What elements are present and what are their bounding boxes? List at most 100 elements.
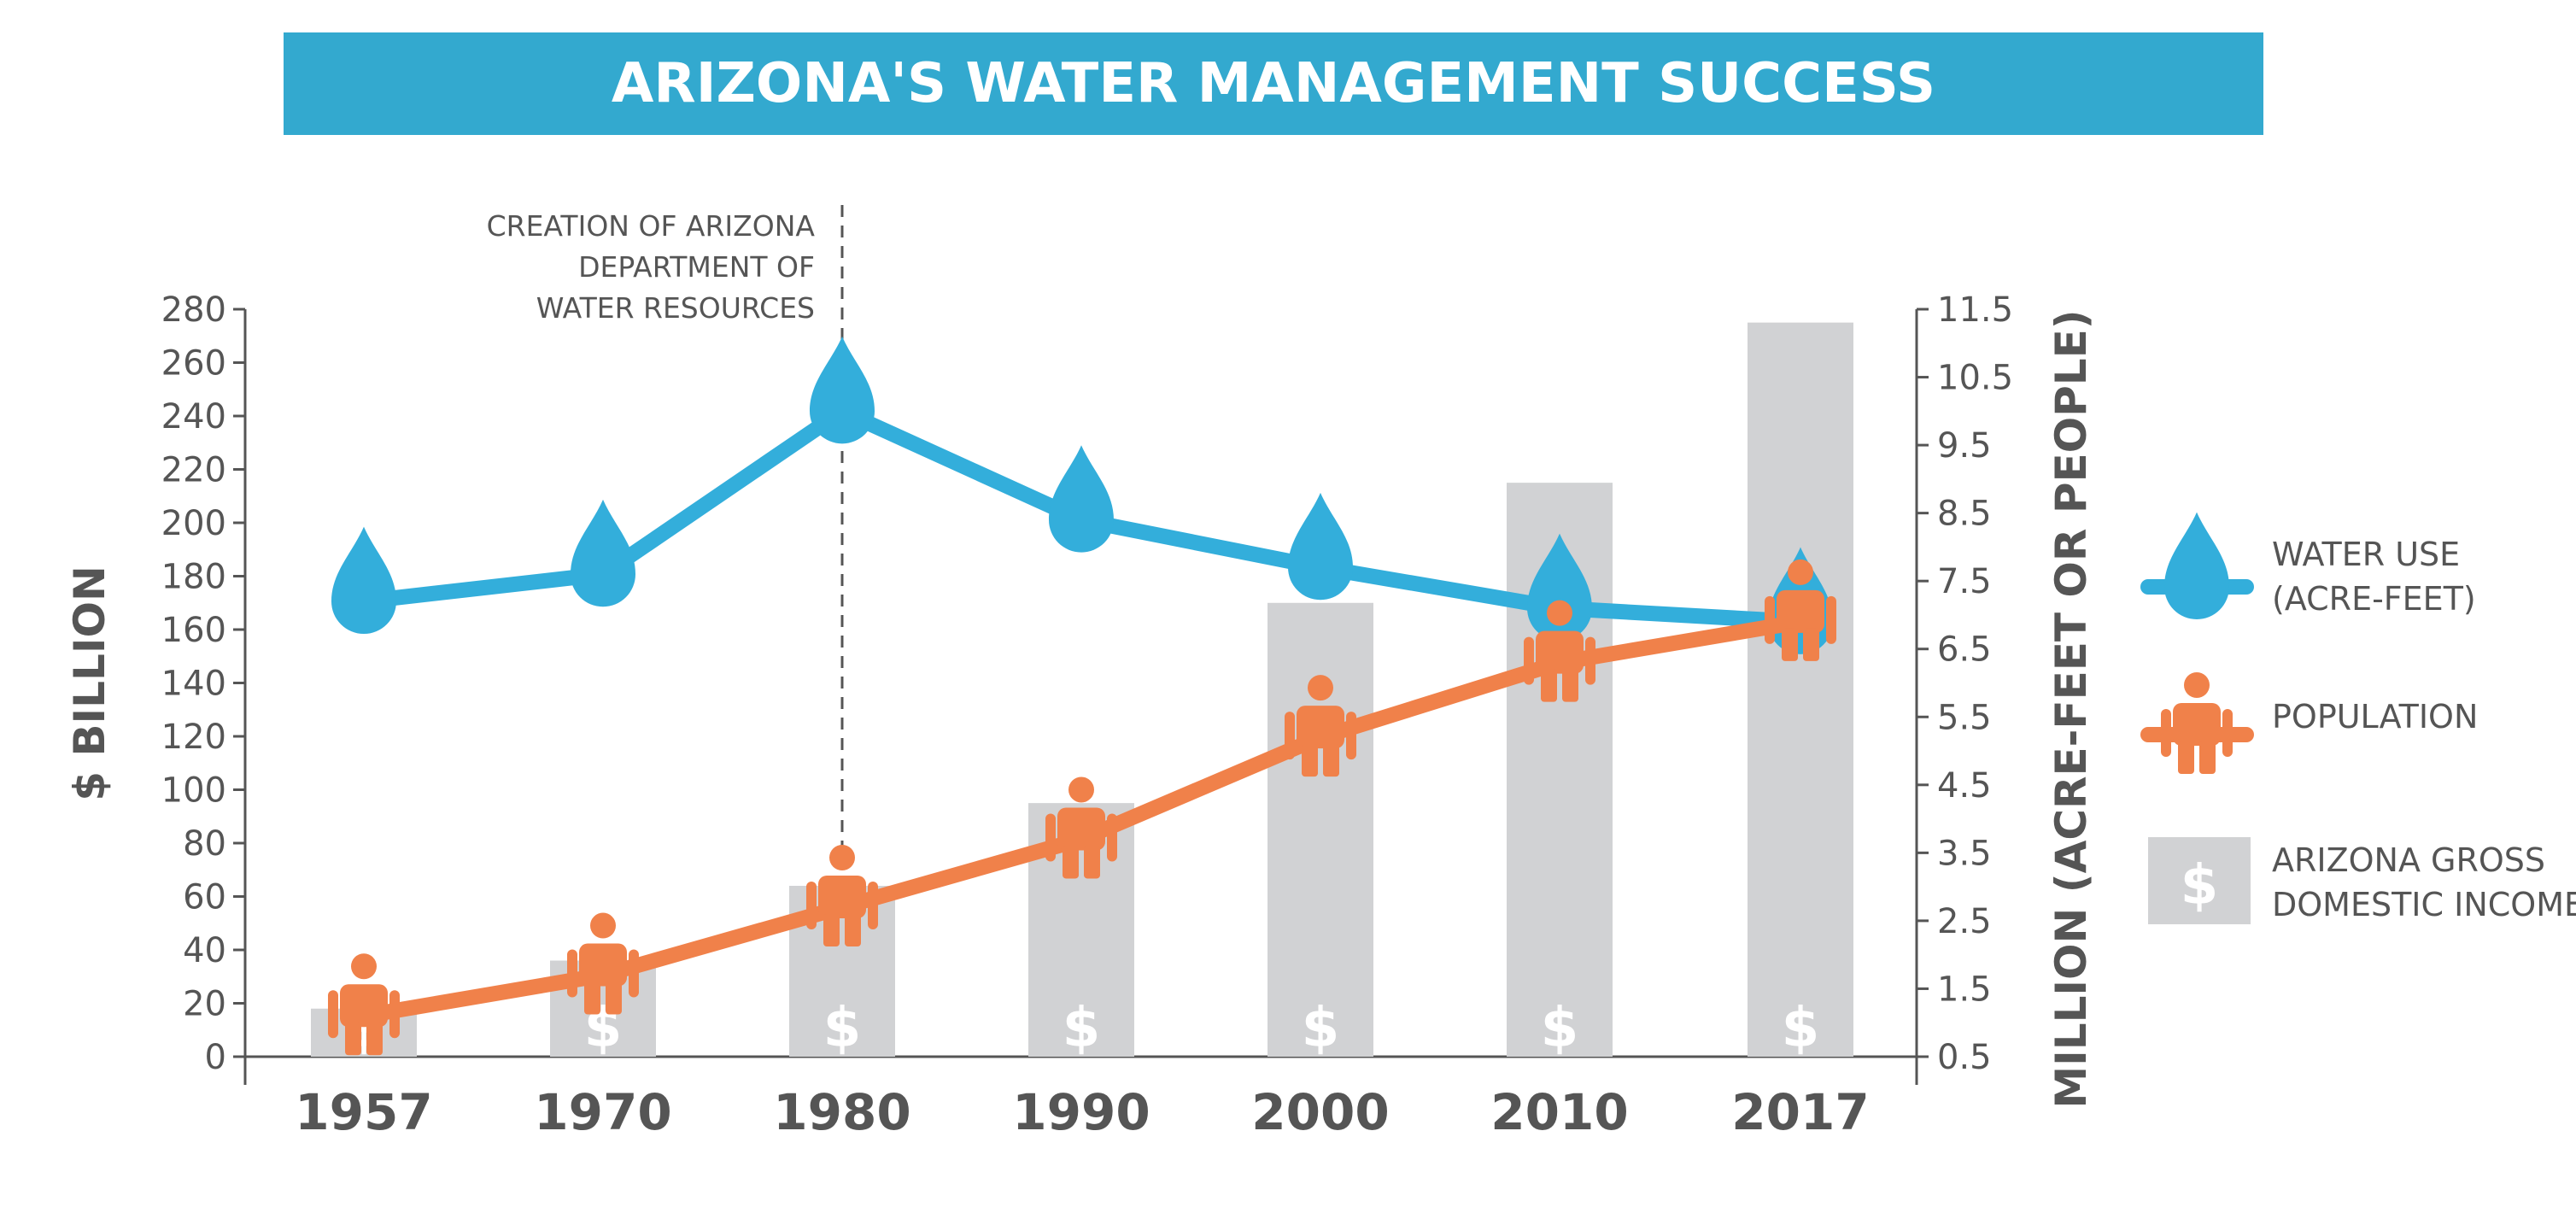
axes: 0 20 40 60 80 100 120 140 160 180 200 220 240 260 280 0… [65, 290, 2096, 1141]
person-arm-right [389, 990, 400, 1039]
water-drop-icon [1288, 492, 1353, 601]
right-tick-label: 6.5 [1937, 630, 1992, 670]
person-arm-right [1107, 813, 1117, 862]
left-tick-label: 0 [205, 1038, 226, 1077]
person-head [590, 912, 616, 939]
person-icon [2161, 672, 2233, 774]
person-icon [567, 912, 639, 1015]
legend-label-income: DOMESTIC INCOME [2272, 886, 2576, 923]
right-tick-label: 0.5 [1937, 1038, 1992, 1077]
person-arm-right [1346, 712, 1356, 760]
person-leg-right [1084, 846, 1100, 879]
right-tick-label: 5.5 [1937, 698, 1992, 737]
person-head [1068, 776, 1094, 803]
person-icon [806, 845, 878, 946]
income-bars: $ $ $ $ $ $ $ [311, 322, 1853, 1060]
person-head [351, 953, 377, 980]
person-arm-right [868, 882, 878, 929]
person-torso [2173, 703, 2221, 746]
person-leg-left [2178, 741, 2194, 774]
person-leg-right [1562, 669, 1578, 702]
x-tick-label: 2017 [1731, 1083, 1869, 1141]
person-torso [818, 876, 866, 918]
right-tick-label: 11.5 [1937, 290, 2013, 330]
left-tick-label: 180 [161, 558, 226, 597]
person-head [2184, 672, 2210, 698]
person-torso [340, 984, 388, 1028]
person-leg-left [823, 914, 840, 946]
income-bar [1268, 602, 1373, 1057]
right-tick-label: 9.5 [1937, 426, 1992, 466]
water-drop-icon [810, 336, 875, 444]
person-leg-right [845, 914, 861, 946]
person-torso [1777, 589, 1824, 633]
x-tick-label: 2000 [1251, 1083, 1389, 1141]
left-tick-label: 120 [161, 718, 226, 757]
chart-title: ARIZONA'S WATER MANAGEMENT SUCCESS [611, 52, 1936, 115]
person-icon [1285, 675, 1356, 777]
person-icon [1524, 600, 1595, 702]
right-tick-label: 3.5 [1937, 834, 1992, 873]
income-bar [1748, 322, 1853, 1057]
person-arm-right [1585, 636, 1595, 685]
annotation-text: DEPARTMENT OF [578, 250, 815, 284]
person-leg-right [1323, 744, 1339, 777]
right-tick-label: 8.5 [1937, 495, 1992, 534]
right-axis-title: MILLION (ACRE-FEET OR PEOPLE) [2046, 309, 2096, 1108]
left-tick-label: 80 [183, 824, 226, 864]
person-arm-left [1524, 636, 1534, 685]
person-arm-left [806, 882, 817, 929]
left-tick-label: 280 [161, 290, 226, 330]
person-arm-left [328, 990, 338, 1039]
person-torso [1297, 706, 1344, 749]
left-tick-label: 240 [161, 397, 226, 437]
legend-label-population: POPULATION [2272, 698, 2478, 735]
person-arm-left [1765, 595, 1775, 644]
right-tick-label: 1.5 [1937, 970, 1992, 1009]
left-tick-label: 40 [183, 931, 226, 970]
left-tick-label: 140 [161, 665, 226, 704]
person-leg-left [1782, 628, 1798, 661]
left-tick-label: 100 [161, 771, 226, 811]
water-drop-icon [331, 526, 396, 635]
person-arm-left [1045, 813, 1056, 862]
dollar-icon: $ [2181, 854, 2219, 917]
left-tick-label: 60 [183, 878, 226, 917]
left-tick-label: 200 [161, 504, 226, 543]
person-head [1547, 600, 1572, 626]
title-banner: ARIZONA'S WATER MANAGEMENT SUCCESS [284, 32, 2263, 135]
water-drop-icon [1049, 445, 1114, 553]
left-axis-title: $ BILLION [65, 565, 114, 801]
person-head [1788, 559, 1813, 585]
right-tick-label: 7.5 [1937, 562, 1992, 601]
dollar-icon: $ [823, 997, 862, 1060]
legend: WATER USE (ACRE-FEET) POPULATION $ ARIZONA G… [2140, 512, 2576, 924]
x-tick-label: 1990 [1012, 1083, 1150, 1141]
person-arm-left [2161, 709, 2171, 757]
person-torso [1057, 807, 1105, 851]
person-leg-right [366, 1023, 383, 1056]
person-icon [1765, 559, 1836, 661]
person-leg-left [1541, 669, 1557, 702]
person-leg-left [1302, 744, 1318, 777]
person-head [1308, 675, 1333, 701]
left-tick-label: 220 [161, 451, 226, 490]
person-head [829, 845, 855, 870]
legend-label-income: ARIZONA GROSS [2272, 841, 2545, 879]
right-tick-label: 10.5 [1937, 359, 2013, 398]
legend-label-water: (ACRE-FEET) [2272, 580, 2476, 618]
person-icon [328, 953, 400, 1056]
dollar-icon: $ [1302, 997, 1340, 1060]
person-arm-left [1285, 712, 1295, 760]
person-arm-right [1826, 595, 1836, 644]
person-arm-right [2222, 709, 2233, 757]
person-leg-right [2199, 741, 2216, 774]
water-drop-icon [1527, 533, 1592, 641]
person-torso [1536, 630, 1584, 674]
dollar-icon: $ [1541, 997, 1579, 1060]
legend-label-water: WATER USE [2272, 536, 2460, 573]
annotation-text: CREATION OF ARIZONA [487, 209, 816, 243]
person-leg-left [1063, 846, 1079, 879]
right-tick-label: 2.5 [1937, 902, 1992, 941]
